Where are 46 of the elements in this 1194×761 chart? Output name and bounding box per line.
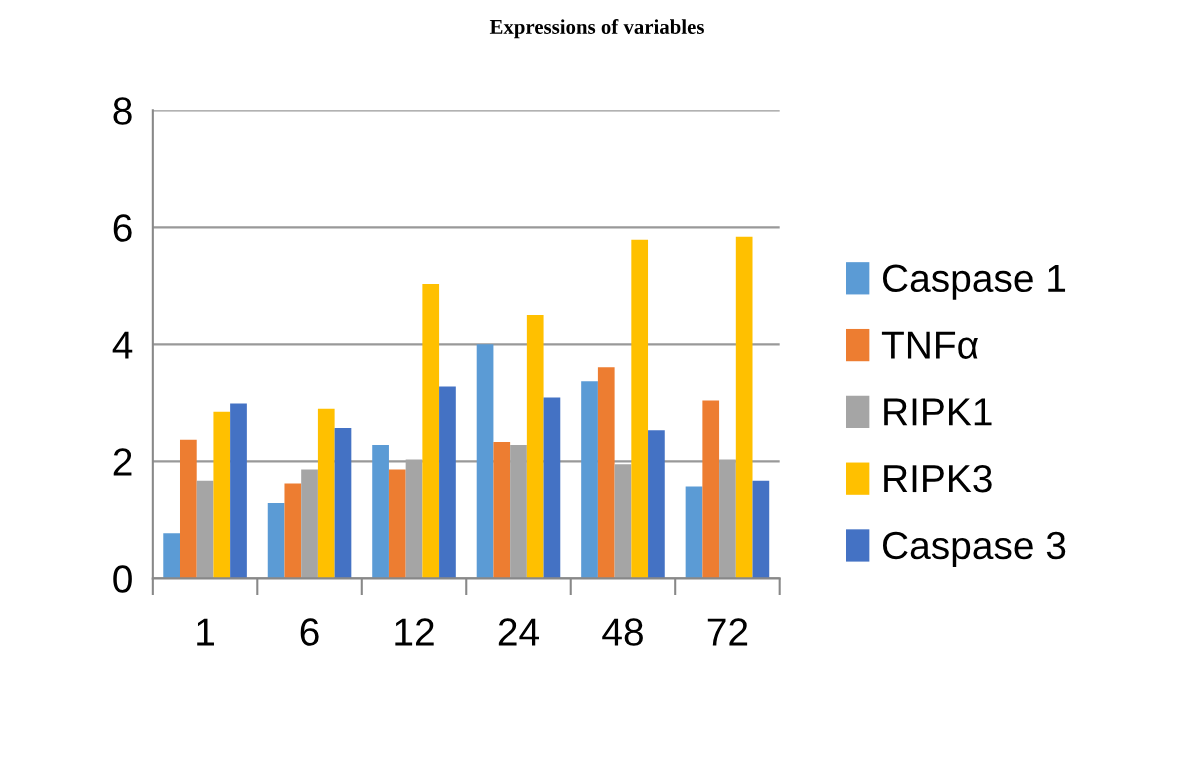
bar <box>702 400 720 579</box>
x-tick-label: 1 <box>197 618 214 646</box>
y-tick-label: 6 <box>113 214 132 242</box>
bar <box>685 486 703 579</box>
y-tick-label: 8 <box>113 97 132 125</box>
y-tick-label: 2 <box>113 448 132 476</box>
x-tick-label: 12 <box>395 618 434 646</box>
bar <box>648 430 665 579</box>
bar <box>526 315 544 579</box>
legend-label: Caspase 1 <box>883 264 1066 300</box>
y-tick-label: 0 <box>113 565 132 593</box>
bar <box>581 381 598 579</box>
bar <box>388 469 406 579</box>
x-tick-label: 6 <box>300 618 319 646</box>
bar <box>631 239 649 579</box>
bar <box>543 397 561 579</box>
bar <box>422 284 440 579</box>
bar <box>735 236 753 579</box>
bar <box>439 386 456 579</box>
legend-label: Caspase 3 <box>883 531 1066 567</box>
bar <box>614 464 632 579</box>
legend-label: TNFα <box>881 331 978 359</box>
bar <box>597 367 615 579</box>
x-tick-label: 72 <box>707 618 748 646</box>
bar <box>196 480 214 579</box>
bar <box>752 480 770 579</box>
x-tick-label: 48 <box>602 618 643 646</box>
bar <box>267 502 285 579</box>
legend-label: RIPK1 <box>884 398 992 426</box>
bar <box>510 444 527 579</box>
bar <box>493 442 511 579</box>
bar <box>213 411 231 579</box>
bar <box>284 483 302 579</box>
bar <box>230 403 247 579</box>
bar <box>163 533 180 579</box>
chart-title: Expressions of variables <box>489 19 704 39</box>
bar <box>476 344 494 579</box>
bar <box>719 459 736 579</box>
bar <box>301 469 318 579</box>
legend-label: RIPK3 <box>884 464 992 493</box>
bar <box>372 444 389 579</box>
y-tick-label: 4 <box>112 331 133 359</box>
bar <box>180 439 197 579</box>
x-tick-label: 24 <box>498 618 539 646</box>
bar <box>334 428 352 579</box>
bar <box>317 408 335 579</box>
